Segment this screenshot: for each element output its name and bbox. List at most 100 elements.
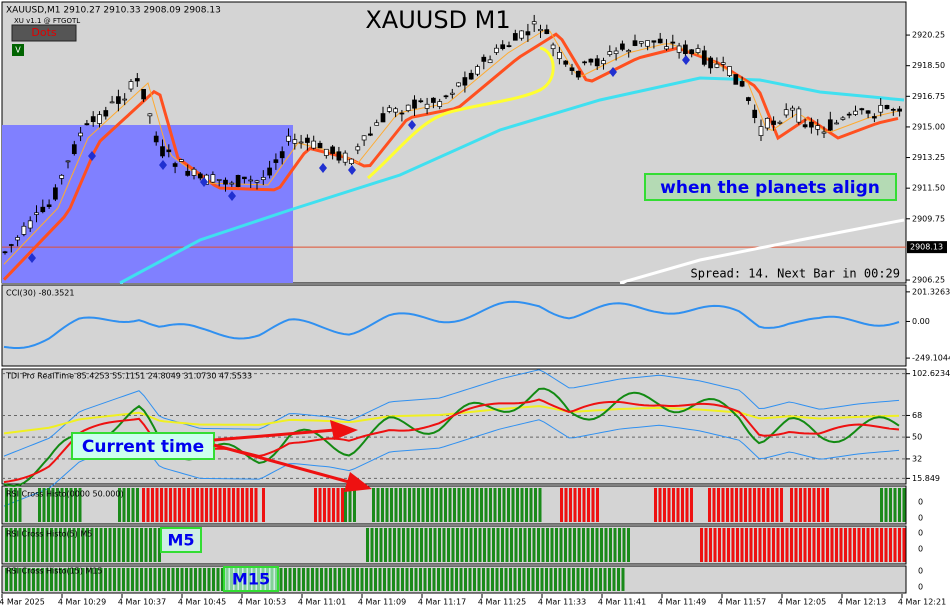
histo-bar	[99, 528, 103, 562]
y-tick-label: 201.3263	[912, 287, 950, 296]
histo-bar	[236, 488, 240, 522]
histo-bar	[527, 568, 530, 591]
histo-bar	[439, 488, 443, 522]
histo-bar	[171, 568, 175, 591]
histo-bar	[455, 568, 458, 591]
candle-body	[456, 82, 461, 87]
histo-bar	[9, 528, 13, 562]
candle-body	[405, 104, 411, 111]
histo-bar	[799, 528, 802, 562]
histo-bar	[254, 488, 258, 522]
candle-body	[758, 126, 764, 136]
histo-label-1: RSI Cross Histo(0000 50.000)	[6, 490, 124, 499]
histo-bar	[667, 488, 671, 522]
histo-bar	[437, 568, 440, 591]
candle-body	[153, 135, 159, 143]
histo-bar	[370, 528, 374, 562]
histo-bar	[604, 528, 608, 562]
candle-body	[544, 29, 550, 35]
candle-body	[853, 110, 858, 115]
candle-body	[569, 67, 575, 71]
histo-bar	[5, 528, 8, 562]
histo-bar	[63, 568, 67, 591]
candle-body	[292, 139, 298, 144]
histo-bar	[501, 528, 504, 562]
candle-body	[720, 62, 726, 65]
histo-bar	[457, 488, 461, 522]
histo-bar	[356, 568, 359, 591]
x-tick-label: 4 Mar 11:41	[598, 598, 646, 607]
highlight-box	[2, 125, 293, 283]
histo-bar	[893, 488, 897, 522]
histo-bar	[767, 528, 771, 562]
histo-bar	[612, 568, 616, 591]
candle-body	[538, 28, 543, 32]
histo-bar	[513, 568, 517, 591]
histo-bar	[56, 488, 59, 522]
candle-body	[632, 40, 638, 46]
histo-bar	[889, 528, 892, 562]
histo-bar	[131, 568, 134, 591]
candle-body	[607, 51, 613, 55]
histo-bar	[218, 488, 222, 522]
ma-thin	[3, 29, 899, 265]
histo-bar	[496, 528, 500, 562]
candle-body	[84, 123, 90, 126]
histo-bar	[365, 568, 368, 591]
histo-bar	[475, 488, 479, 522]
histo-bar	[474, 528, 477, 562]
histo-bar	[731, 528, 735, 562]
candle-body	[645, 40, 650, 47]
cci-line	[3, 300, 900, 350]
histo-bar	[77, 528, 80, 562]
histo-bar	[338, 568, 341, 591]
histo-bar	[47, 488, 50, 522]
m15-box	[223, 566, 279, 592]
histo-bar	[388, 528, 392, 562]
candle-body	[588, 58, 594, 63]
histo-bar	[126, 528, 130, 562]
histo-bar	[498, 488, 501, 522]
histo-bar	[538, 488, 542, 522]
histo-bar	[573, 528, 576, 562]
histo-bar	[77, 568, 80, 591]
histo-bar	[487, 528, 491, 562]
histo-bar	[772, 528, 775, 562]
candle-body	[197, 173, 203, 179]
histo-bar	[603, 568, 607, 591]
histo-bar	[318, 488, 322, 522]
histo-bar	[32, 568, 35, 591]
histo-bar	[402, 528, 405, 562]
histo-bar	[65, 488, 68, 522]
histo-bar	[558, 568, 562, 591]
candle-body	[248, 179, 254, 182]
histo-bar	[329, 568, 332, 591]
histo-bar	[72, 528, 76, 562]
x-tick-label: 4 Mar 11:09	[358, 598, 406, 607]
histo-bar	[417, 488, 420, 522]
spread-info: Spread: 14. Next Bar in 00:29	[690, 267, 900, 281]
histo-bar	[189, 568, 193, 591]
candle-body	[468, 72, 474, 80]
histo-bar	[730, 488, 734, 522]
histo-bar	[104, 568, 107, 591]
dots-button[interactable]	[11, 24, 77, 42]
histo-bar	[411, 528, 414, 562]
dots-button-label[interactable]: Dots	[31, 26, 57, 39]
candle-body	[651, 40, 657, 43]
histo-bar	[447, 528, 450, 562]
histo-bar	[117, 528, 121, 562]
x-tick-label: 4 Mar 10:53	[238, 598, 286, 607]
tdi-label: TDI Pro RealTime 85.4253 55.1151 24.8049…	[5, 372, 252, 381]
histo-bar	[403, 488, 407, 522]
candle-body	[443, 95, 449, 98]
cci-label: CCI(30) -80.3521	[6, 289, 74, 298]
histo-bar	[468, 568, 472, 591]
histo-bar	[676, 488, 680, 522]
histo-bar	[414, 568, 418, 591]
histo-bar	[600, 528, 603, 562]
histo-bar	[332, 488, 335, 522]
histo-bar	[144, 528, 148, 562]
histo-bar	[146, 488, 150, 522]
candle-body	[575, 70, 581, 78]
